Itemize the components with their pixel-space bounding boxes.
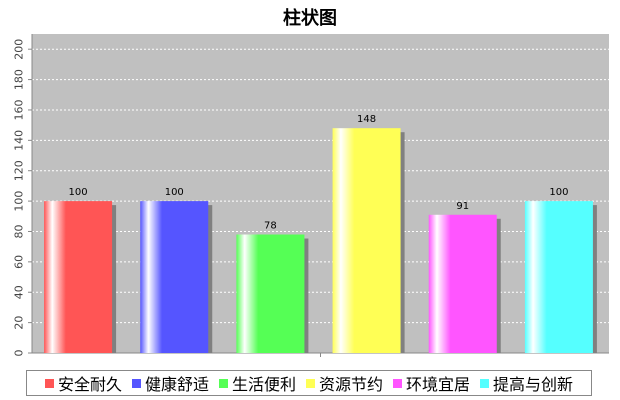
legend-label: 生活便利 <box>231 375 296 394</box>
legend-swatch <box>44 378 54 388</box>
legend-label: 提高与创新 <box>493 375 574 394</box>
legend-label: 安全耐久 <box>57 375 122 394</box>
y-tick-label: 80 <box>13 224 26 238</box>
legend-item: 环境宜居 <box>393 371 470 395</box>
bar-value-label: 148 <box>357 114 376 125</box>
plot-background <box>32 34 609 353</box>
y-tick-label: 40 <box>13 285 26 299</box>
bar <box>44 201 113 353</box>
legend-item: 安全耐久 <box>44 371 122 395</box>
y-tick-label: 160 <box>13 99 26 120</box>
bar-value-label: 91 <box>456 201 469 212</box>
bar <box>140 201 209 353</box>
legend-swatch <box>131 378 141 388</box>
legend-item: 资源节约 <box>306 371 383 395</box>
legend-item: 生活便利 <box>218 371 296 395</box>
bar <box>236 234 305 353</box>
chart-title: 柱状图 <box>283 8 337 29</box>
legend-item: 健康舒适 <box>131 371 209 395</box>
bar-value-label: 100 <box>69 187 88 198</box>
legend-label: 资源节约 <box>319 375 384 394</box>
bar-value-label: 100 <box>549 187 568 198</box>
y-tick-label: 100 <box>13 191 26 212</box>
legend-item: 提高与创新 <box>480 371 573 395</box>
legend-label: 环境宜居 <box>406 375 471 394</box>
bar <box>332 128 401 353</box>
bar <box>428 214 497 353</box>
legend-swatch <box>306 378 315 388</box>
y-tick-label: 120 <box>13 160 26 181</box>
bar <box>524 201 593 353</box>
y-tick-label: 20 <box>13 316 26 330</box>
y-tick-label: 140 <box>13 130 26 151</box>
y-tick-label: 180 <box>13 69 26 90</box>
bar-value-label: 100 <box>165 187 184 198</box>
legend-swatch <box>393 378 403 388</box>
legend-swatch <box>480 378 490 388</box>
grid-lines <box>32 48 609 324</box>
y-tick-label: 0 <box>13 350 26 357</box>
legend-label: 健康舒适 <box>144 375 209 394</box>
legend: 安全耐久 健康舒适 生活便利 资源节约 环境宜居 提高与创新 <box>26 370 592 396</box>
y-tick-label: 60 <box>13 255 26 269</box>
y-axis: 0 20 40 60 80 100 120 140 160 180 200 <box>13 34 609 357</box>
y-tick-label: 200 <box>13 39 26 60</box>
legend-swatch <box>218 378 228 388</box>
bars: 100 100 78 148 91 100 <box>44 114 597 353</box>
bar-value-label: 78 <box>264 221 277 232</box>
